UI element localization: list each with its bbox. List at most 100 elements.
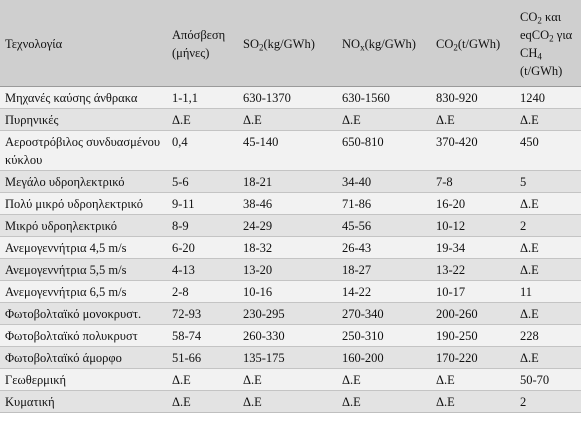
cell-co2-equivalent: 2	[515, 214, 581, 237]
cell-co2: 190-250	[431, 324, 515, 347]
cell-technology: Φωτοβολταϊκό μονοκρυστ.	[0, 302, 167, 325]
cell-nox: 630-1560	[337, 86, 431, 109]
cell-co2: 7-8	[431, 170, 515, 193]
cell-depreciation: 9-11	[167, 192, 238, 215]
header-row: Τεχνολογία Απόσβεση (μήνες) SO2(kg/GWh) N…	[0, 0, 581, 87]
cell-co2-equivalent: Δ.Ε	[515, 108, 581, 131]
cell-technology: Ανεμογεννήτρια 4,5 m/s	[0, 236, 167, 259]
cell-so2: 10-16	[238, 280, 337, 303]
cell-technology: Αεροστρόβιλος συνδυασμένου κύκλου	[0, 130, 167, 171]
cell-depreciation: 1-1,1	[167, 86, 238, 109]
table-row: Μηχανές καύσης άνθρακα 1-1,1 630-1370 630-1…	[0, 86, 581, 109]
header-co2-equivalent: CO2 και eqCO2 για CH4 (t/GWh)	[515, 0, 581, 87]
cell-so2: 24-29	[238, 214, 337, 237]
table-row: Ανεμογεννήτρια 4,5 m/s 6-20 18-32 26-43 19-3…	[0, 236, 581, 259]
cell-nox: 18-27	[337, 258, 431, 281]
cell-co2-equivalent: 450	[515, 130, 581, 171]
table-row: Φωτοβολταϊκό άμορφο 51-66 135-175 160-200 17…	[0, 346, 581, 369]
cell-co2: Δ.Ε	[431, 108, 515, 131]
header-technology: Τεχνολογία	[0, 0, 167, 87]
cell-so2: 135-175	[238, 346, 337, 369]
table-row: Πολύ μικρό υδροηλεκτρικό 9-11 38-46 71-86 16…	[0, 192, 581, 215]
table-header: Τεχνολογία Απόσβεση (μήνες) SO2(kg/GWh) N…	[0, 0, 581, 87]
cell-nox: Δ.Ε	[337, 390, 431, 413]
cell-depreciation: 8-9	[167, 214, 238, 237]
cell-so2: 260-330	[238, 324, 337, 347]
cell-so2: 45-140	[238, 130, 337, 171]
cell-nox: 250-310	[337, 324, 431, 347]
cell-technology: Πυρηνικές	[0, 108, 167, 131]
cell-depreciation: 6-20	[167, 236, 238, 259]
cell-depreciation: 4-13	[167, 258, 238, 281]
cell-co2-equivalent: 50-70	[515, 368, 581, 391]
table-row: Μικρό υδροηλεκτρικό 8-9 24-29 45-56 10-12 2	[0, 214, 581, 237]
table-row: Ανεμογεννήτρια 5,5 m/s 4-13 13-20 18-27 13-2…	[0, 258, 581, 281]
emissions-table: Τεχνολογία Απόσβεση (μήνες) SO2(kg/GWh) N…	[0, 0, 581, 413]
cell-co2: 16-20	[431, 192, 515, 215]
cell-co2-equivalent: Δ.Ε	[515, 346, 581, 369]
cell-depreciation: 51-66	[167, 346, 238, 369]
cell-technology: Πολύ μικρό υδροηλεκτρικό	[0, 192, 167, 215]
table-row: Φωτοβολταϊκό μονοκρυστ. 72-93 230-295 270-3…	[0, 302, 581, 325]
cell-technology: Κυματική	[0, 390, 167, 413]
cell-co2-equivalent: Δ.Ε	[515, 192, 581, 215]
cell-co2: 10-17	[431, 280, 515, 303]
cell-co2: 10-12	[431, 214, 515, 237]
cell-nox: 650-810	[337, 130, 431, 171]
cell-so2: Δ.Ε	[238, 390, 337, 413]
header-nox: NOx(kg/GWh)	[337, 0, 431, 87]
cell-co2: 170-220	[431, 346, 515, 369]
cell-co2-equivalent: Δ.Ε	[515, 236, 581, 259]
cell-co2-equivalent: 2	[515, 390, 581, 413]
cell-depreciation: 5-6	[167, 170, 238, 193]
cell-depreciation: 72-93	[167, 302, 238, 325]
cell-so2: 230-295	[238, 302, 337, 325]
cell-so2: 18-32	[238, 236, 337, 259]
cell-so2: 18-21	[238, 170, 337, 193]
cell-co2-equivalent: 11	[515, 280, 581, 303]
cell-technology: Μικρό υδροηλεκτρικό	[0, 214, 167, 237]
table-row: Αεροστρόβιλος συνδυασμένου κύκλου 0,4 45-1…	[0, 130, 581, 171]
cell-co2: 370-420	[431, 130, 515, 171]
cell-co2: 13-22	[431, 258, 515, 281]
table-row: Πυρηνικές Δ.Ε Δ.Ε Δ.Ε Δ.Ε Δ.Ε	[0, 108, 581, 131]
cell-so2: 630-1370	[238, 86, 337, 109]
cell-nox: 160-200	[337, 346, 431, 369]
cell-depreciation: 2-8	[167, 280, 238, 303]
cell-technology: Μηχανές καύσης άνθρακα	[0, 86, 167, 109]
cell-co2-equivalent: 1240	[515, 86, 581, 109]
cell-co2: 830-920	[431, 86, 515, 109]
cell-depreciation: Δ.Ε	[167, 368, 238, 391]
cell-co2-equivalent: 5	[515, 170, 581, 193]
cell-nox: 45-56	[337, 214, 431, 237]
table-row: Ανεμογεννήτρια 6,5 m/s 2-8 10-16 14-22 10-17…	[0, 280, 581, 303]
cell-co2-equivalent: Δ.Ε	[515, 302, 581, 325]
cell-technology: Φωτοβολταϊκό πολυκρυστ	[0, 324, 167, 347]
cell-technology: Μεγάλο υδροηλεκτρικό	[0, 170, 167, 193]
cell-technology: Φωτοβολταϊκό άμορφο	[0, 346, 167, 369]
cell-nox: 270-340	[337, 302, 431, 325]
table-body: Μηχανές καύσης άνθρακα 1-1,1 630-1370 630-1…	[0, 86, 581, 413]
cell-technology: Γεωθερμική	[0, 368, 167, 391]
cell-co2-equivalent: 228	[515, 324, 581, 347]
cell-technology: Ανεμογεννήτρια 6,5 m/s	[0, 280, 167, 303]
cell-co2: 200-260	[431, 302, 515, 325]
cell-so2: 13-20	[238, 258, 337, 281]
table-row: Μεγάλο υδροηλεκτρικό 5-6 18-21 34-40 7-8 5	[0, 170, 581, 193]
table-row: Γεωθερμική Δ.Ε Δ.Ε Δ.Ε Δ.Ε 50-70	[0, 368, 581, 391]
cell-so2: Δ.Ε	[238, 108, 337, 131]
cell-depreciation: Δ.Ε	[167, 108, 238, 131]
cell-co2: Δ.Ε	[431, 390, 515, 413]
cell-nox: 71-86	[337, 192, 431, 215]
cell-nox: Δ.Ε	[337, 108, 431, 131]
header-depreciation: Απόσβεση (μήνες)	[167, 0, 238, 87]
cell-so2: Δ.Ε	[238, 368, 337, 391]
cell-co2: 19-34	[431, 236, 515, 259]
cell-depreciation: Δ.Ε	[167, 390, 238, 413]
cell-depreciation: 58-74	[167, 324, 238, 347]
cell-nox: 26-43	[337, 236, 431, 259]
header-co2: CO2(t/GWh)	[431, 0, 515, 87]
table-row: Κυματική Δ.Ε Δ.Ε Δ.Ε Δ.Ε 2	[0, 390, 581, 413]
cell-technology: Ανεμογεννήτρια 5,5 m/s	[0, 258, 167, 281]
cell-depreciation: 0,4	[167, 130, 238, 171]
